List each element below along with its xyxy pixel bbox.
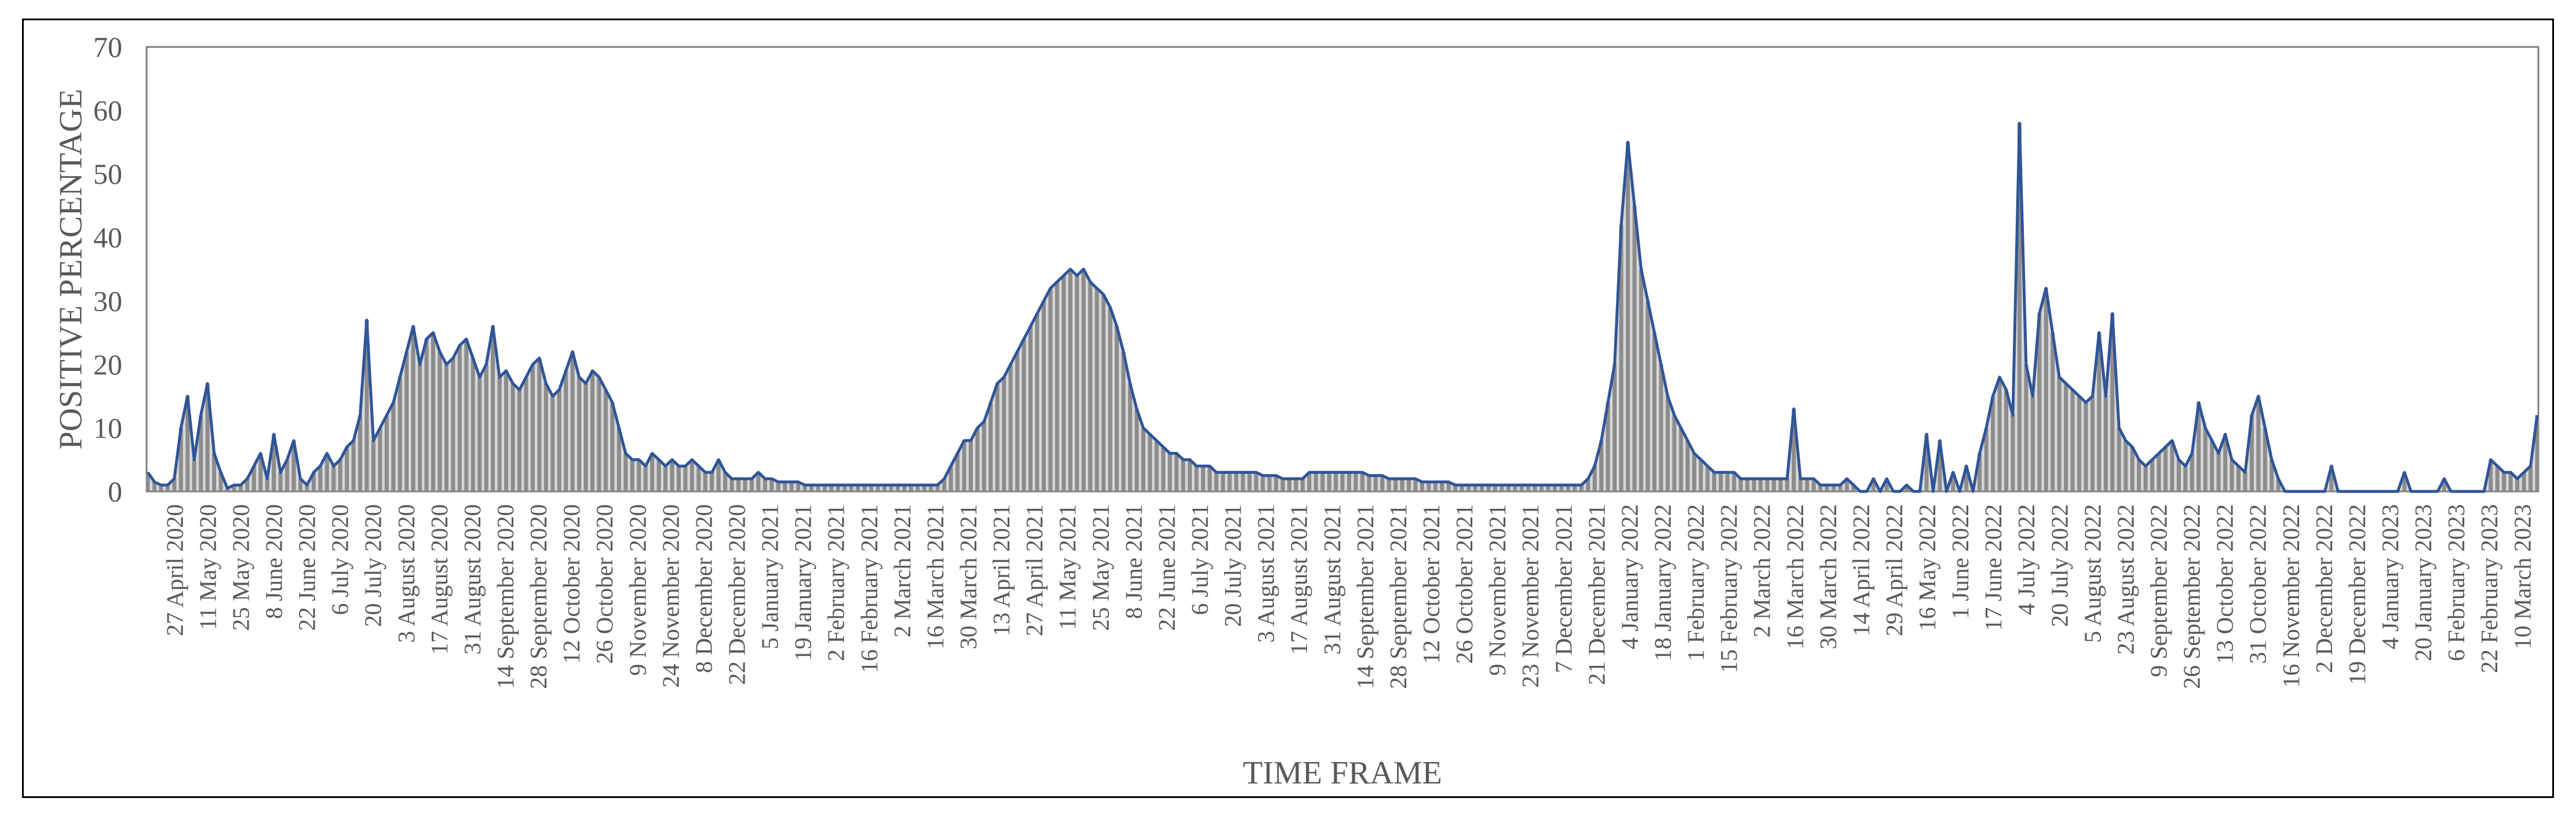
x-tick-label: 16 March 2022 [1782,504,1808,650]
x-tick-label: 6 July 2021 [1187,504,1213,615]
x-tick-label: 26 September 2022 [2179,504,2205,689]
x-tick-label: 15 February 2022 [1716,504,1742,673]
x-tick-label: 17 August 2020 [426,504,453,655]
x-tick-label: 9 November 2020 [624,504,651,676]
x-tick-label: 10 March 2023 [2509,504,2535,650]
x-tick-label: 17 August 2021 [1286,504,1312,655]
x-tick-label: 16 November 2022 [2278,504,2304,688]
x-tick-label: 27 April 2020 [161,504,188,636]
x-tick-label: 1 June 2022 [1947,504,1973,619]
x-tick-label: 29 April 2022 [1881,504,1907,636]
x-tick-label: 30 March 2021 [955,504,981,650]
x-tick-label: 3 August 2021 [1253,504,1279,643]
y-axis-title: POSITIVE PERCENTAGE [53,89,89,449]
x-tick-label: 14 April 2022 [1848,504,1874,636]
x-tick-label: 28 September 2021 [1385,504,1411,689]
x-tick-label: 23 November 2021 [1517,504,1544,688]
x-tick-label: 12 October 2020 [558,504,585,664]
x-tick-label: 31 October 2022 [2245,504,2271,664]
series-line [146,122,2539,493]
x-tick-label: 17 June 2022 [1980,504,2006,631]
x-tick-label: 11 May 2021 [1054,504,1081,630]
x-tick-label: 20 January 2023 [2410,504,2436,661]
x-tick-label: 6 July 2020 [327,504,353,615]
x-tick-label: 25 May 2020 [227,504,254,631]
series-area [148,123,2537,491]
y-tick-label: 70 [93,31,122,63]
chart-frame: 0 10 20 30 40 50 60 70 27 April 2020 11 May 2020 2… [22,19,2554,798]
x-tick-label: 24 November 2020 [657,504,684,688]
x-axis-title: TIME FRAME [1243,755,1442,791]
x-tick-label: 8 June 2021 [1120,504,1147,619]
x-tick-label: 18 January 2022 [1650,504,1676,661]
x-tick-label: 9 November 2021 [1484,504,1510,676]
x-tick-label: 27 April 2021 [1021,504,1048,636]
x-tick-label: 4 January 2023 [2377,504,2403,650]
x-tick-label: 2 March 2022 [1749,504,1775,637]
x-tick-label: 20 July 2022 [2046,504,2073,627]
x-tick-label: 21 December 2021 [1583,504,1610,685]
y-tick-label: 30 [93,285,122,317]
x-tick-label: 14 September 2021 [1352,504,1378,689]
x-tick-label: 20 July 2020 [360,504,386,627]
x-tick-label: 22 February 2023 [2476,504,2502,673]
x-tick-label: 7 December 2021 [1550,504,1577,673]
x-tick-label: 12 October 2021 [1418,504,1444,664]
x-tick-label: 8 June 2020 [261,504,287,619]
x-tick-label: 5 August 2022 [2079,504,2106,643]
x-tick-label: 4 July 2022 [2013,504,2039,615]
x-tick-label: 2 December 2022 [2311,504,2337,673]
y-tick-label: 60 [93,94,122,127]
x-tick-label: 8 December 2020 [690,504,717,673]
x-tick-label: 30 March 2022 [1815,504,1841,650]
x-tick-label: 4 January 2022 [1616,504,1643,650]
x-tick-label: 16 February 2021 [856,504,882,673]
x-tick-label: 22 June 2020 [294,504,320,631]
x-tick-label: 20 July 2021 [1220,504,1246,627]
x-tick-label: 25 May 2021 [1087,504,1114,631]
x-tick-label: 19 December 2022 [2344,504,2370,685]
x-tick-label: 1 February 2022 [1683,504,1709,661]
x-tick-label: 23 August 2022 [2112,504,2139,655]
x-tick-label: 31 August 2020 [459,504,486,655]
x-tick-label: 13 October 2022 [2212,504,2238,664]
x-tick-label: 2 March 2021 [889,504,915,637]
x-tick-label: 2 February 2021 [823,504,849,661]
y-tick-label: 10 [93,411,122,444]
x-tick-label: 26 October 2021 [1451,504,1477,664]
x-tick-label: 14 September 2020 [492,504,519,689]
x-tick-label: 9 September 2022 [2146,504,2172,677]
x-tick-label: 6 February 2023 [2443,504,2469,661]
x-tick-label: 11 May 2020 [194,504,221,630]
x-tick-label: 16 May 2022 [1914,504,1940,631]
x-tick-label: 16 March 2021 [922,504,948,650]
x-tick-label: 5 January 2021 [757,504,783,650]
x-tick-label: 3 August 2020 [393,504,419,643]
x-tick-label: 26 October 2020 [591,504,618,664]
x-tick-label: 22 June 2021 [1153,504,1180,631]
x-tick-label: 19 January 2021 [790,504,816,661]
y-tick-label: 50 [93,158,122,190]
x-tick-label: 13 April 2021 [988,504,1015,636]
x-tick-label: 31 August 2021 [1319,504,1345,655]
x-tick-label: 28 September 2020 [525,504,552,689]
y-tick-label: 0 [108,475,122,508]
y-tick-label: 20 [93,348,122,381]
x-tick-label: 22 December 2020 [724,504,750,685]
y-tick-label: 40 [93,221,122,254]
